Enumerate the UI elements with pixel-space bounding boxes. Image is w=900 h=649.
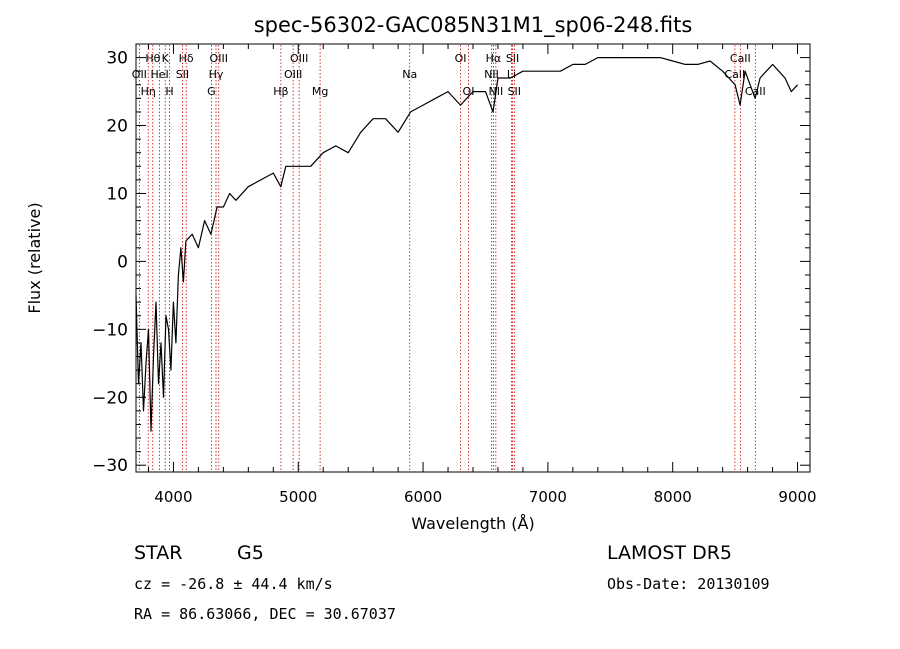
line-label: OI	[455, 52, 467, 65]
x-tick-label: 8000	[654, 488, 692, 506]
x-tick-label: 9000	[778, 488, 816, 506]
x-axis-label: Wavelength (Å)	[411, 514, 534, 533]
survey-name: LAMOST DR5	[607, 542, 732, 564]
x-tick-label: 4000	[154, 488, 192, 506]
info-panel: STAR G5 LAMOST DR5 cz = -26.8 ± 44.4 km/…	[134, 542, 770, 623]
y-tick-label: 20	[106, 117, 128, 137]
plot-frame	[135, 43, 811, 473]
line-label: CaII	[745, 85, 766, 98]
y-tick-label: 10	[106, 184, 128, 204]
x-tick-label: 5000	[279, 488, 317, 506]
line-label: Hα	[486, 52, 502, 65]
spectral-line-markers: OIIHηHθHeIKHSIIHδGHγOIIIHβOIIIOIIIMgNaOI…	[132, 45, 766, 471]
line-label: OIII	[210, 52, 228, 65]
line-label: SII	[506, 52, 519, 65]
line-label: Mg	[312, 85, 328, 98]
line-label: G	[207, 85, 216, 98]
line-label: Hβ	[273, 85, 288, 98]
line-label: Li	[507, 68, 516, 81]
x-tick-label: 6000	[404, 488, 442, 506]
line-label: CaII	[724, 68, 745, 81]
object-class: STAR	[134, 542, 182, 564]
obs-date: Obs-Date: 20130109	[607, 575, 770, 593]
object-subclass: G5	[237, 542, 264, 564]
line-label: NII	[484, 68, 499, 81]
y-tick-label: 30	[106, 49, 128, 69]
line-label: OIII	[284, 68, 302, 81]
y-axis-label: Flux (relative)	[25, 202, 44, 313]
y-tick-label: −10	[92, 320, 128, 340]
x-tick-label: 7000	[529, 488, 567, 506]
line-label: OI	[463, 85, 475, 98]
y-tick-label: −20	[92, 388, 128, 408]
line-label: Hθ	[145, 52, 160, 65]
line-label: HeI	[150, 68, 168, 81]
line-label: K	[162, 52, 170, 65]
line-label: Hδ	[179, 52, 194, 65]
chart-title: spec-56302-GAC085N31M1_sp06-248.fits	[254, 13, 693, 38]
x-axis: 4000 5000 6000 7000 8000 9000	[147, 44, 817, 506]
spectrum-series	[135, 56, 798, 432]
line-label: Hη	[141, 85, 156, 98]
y-axis: −30 −20 −10 0 10 20 30	[92, 49, 810, 476]
line-label: Hγ	[209, 68, 224, 81]
line-label: OIII	[290, 52, 308, 65]
y-tick-label: 0	[117, 252, 128, 272]
plot-area: OIIHηHθHeIKHSIIHδGHγOIIIHβOIIIOIIIMgNaOI…	[132, 43, 811, 473]
line-label: SII	[176, 68, 189, 81]
coordinates: RA = 86.63066, DEC = 30.67037	[134, 605, 396, 623]
y-tick-label: −30	[92, 456, 128, 476]
line-label: Na	[402, 68, 417, 81]
spectrum-line	[135, 56, 798, 432]
line-label: H	[165, 85, 173, 98]
line-label: CaII	[730, 52, 751, 65]
line-label: OII	[132, 68, 147, 81]
line-label: SII	[508, 85, 521, 98]
redshift-line: cz = -26.8 ± 44.4 km/s	[134, 575, 333, 593]
